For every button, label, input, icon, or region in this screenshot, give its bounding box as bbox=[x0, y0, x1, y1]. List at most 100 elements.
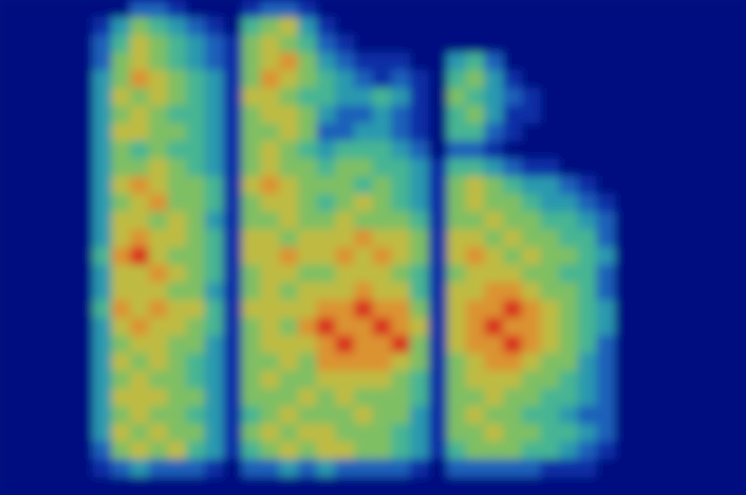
heatmap-cell bbox=[708, 300, 728, 319]
heatmap-cell bbox=[522, 123, 542, 142]
heatmap-cell bbox=[223, 70, 243, 89]
heatmap-cell bbox=[223, 265, 243, 284]
heatmap-cell bbox=[690, 159, 710, 178]
heatmap-cell bbox=[615, 176, 635, 195]
heatmap-cell bbox=[335, 0, 355, 18]
heatmap-cell bbox=[466, 106, 486, 125]
heatmap-cell bbox=[540, 424, 560, 443]
heatmap-cell bbox=[317, 194, 337, 213]
heatmap-cell bbox=[223, 371, 243, 390]
heatmap-cell bbox=[354, 371, 374, 390]
heatmap-cell bbox=[223, 17, 243, 36]
heatmap-cell bbox=[335, 123, 355, 142]
heatmap-cell bbox=[373, 353, 393, 372]
heatmap-cell bbox=[317, 159, 337, 178]
heatmap-cell bbox=[167, 88, 187, 107]
heatmap-cell bbox=[0, 477, 19, 495]
heatmap-cell bbox=[484, 459, 504, 478]
heatmap-cell bbox=[74, 176, 94, 195]
heatmap-cell bbox=[279, 53, 299, 72]
heatmap-cell bbox=[279, 194, 299, 213]
heatmap-cell bbox=[261, 70, 281, 89]
heatmap-cell bbox=[18, 424, 38, 443]
heatmap-cell bbox=[596, 194, 616, 213]
heatmap-cell bbox=[37, 247, 57, 266]
heatmap-cell bbox=[466, 141, 486, 160]
heatmap-cell bbox=[727, 17, 746, 36]
heatmap-cell bbox=[205, 459, 225, 478]
heatmap-cell bbox=[149, 335, 169, 354]
heatmap-cell bbox=[186, 318, 206, 337]
heatmap-cell bbox=[149, 229, 169, 248]
heatmap-cell bbox=[503, 212, 523, 231]
heatmap-cell bbox=[261, 88, 281, 107]
heatmap-cell bbox=[727, 318, 746, 337]
heatmap-cell bbox=[428, 406, 448, 425]
heatmap-cell bbox=[298, 35, 318, 54]
heatmap-cell bbox=[391, 70, 411, 89]
heatmap-cell bbox=[55, 35, 75, 54]
heatmap-cell bbox=[652, 141, 672, 160]
heatmap-cell bbox=[111, 318, 131, 337]
heatmap-cell bbox=[428, 17, 448, 36]
heatmap-cell bbox=[335, 265, 355, 284]
heatmap-cell bbox=[578, 106, 598, 125]
heatmap-cell bbox=[335, 353, 355, 372]
heatmap-cell bbox=[93, 229, 113, 248]
heatmap-cell bbox=[149, 265, 169, 284]
heatmap-cell bbox=[690, 265, 710, 284]
heatmap-cell bbox=[186, 300, 206, 319]
heatmap-cell bbox=[428, 212, 448, 231]
heatmap-cell bbox=[261, 229, 281, 248]
heatmap-cell bbox=[354, 35, 374, 54]
heatmap-cell bbox=[708, 159, 728, 178]
heatmap-cell bbox=[615, 353, 635, 372]
heatmap-cell bbox=[410, 53, 430, 72]
heatmap-cell bbox=[186, 371, 206, 390]
heatmap-cell bbox=[391, 335, 411, 354]
heatmap-cell bbox=[74, 141, 94, 160]
heatmap-cell bbox=[149, 318, 169, 337]
heatmap-cell bbox=[522, 318, 542, 337]
heatmap-cell bbox=[130, 247, 150, 266]
heatmap-cell bbox=[503, 282, 523, 301]
heatmap-cell bbox=[690, 406, 710, 425]
heatmap-cell bbox=[298, 265, 318, 284]
heatmap-cell bbox=[261, 371, 281, 390]
heatmap-cell bbox=[0, 335, 19, 354]
heatmap-cell bbox=[428, 176, 448, 195]
heatmap-cell bbox=[279, 88, 299, 107]
heatmap-cell bbox=[466, 388, 486, 407]
heatmap-cell bbox=[615, 141, 635, 160]
heatmap-cell bbox=[242, 265, 262, 284]
heatmap-cell bbox=[186, 123, 206, 142]
heatmap-cell bbox=[279, 371, 299, 390]
heatmap-cell bbox=[559, 35, 579, 54]
heatmap-cell bbox=[466, 88, 486, 107]
heatmap-cell bbox=[74, 88, 94, 107]
heatmap-cell bbox=[428, 371, 448, 390]
heatmap-cell bbox=[727, 212, 746, 231]
heatmap-cell bbox=[111, 70, 131, 89]
heatmap-cell bbox=[671, 70, 691, 89]
heatmap-cell bbox=[690, 353, 710, 372]
heatmap-cell bbox=[130, 300, 150, 319]
heatmap-cell bbox=[391, 35, 411, 54]
heatmap-cell bbox=[540, 477, 560, 495]
heatmap-cell bbox=[0, 388, 19, 407]
heatmap-cell bbox=[111, 459, 131, 478]
heatmap-cell bbox=[522, 441, 542, 460]
heatmap-cell bbox=[540, 159, 560, 178]
heatmap-cell bbox=[522, 35, 542, 54]
heatmap-cell bbox=[652, 17, 672, 36]
heatmap-cell bbox=[93, 247, 113, 266]
heatmap-cell bbox=[279, 247, 299, 266]
heatmap-cell bbox=[466, 406, 486, 425]
heatmap-cell bbox=[634, 477, 654, 495]
heatmap-cell bbox=[298, 53, 318, 72]
heatmap-cell bbox=[149, 477, 169, 495]
heatmap-cell bbox=[261, 141, 281, 160]
heatmap-cell bbox=[335, 176, 355, 195]
heatmap-cell bbox=[261, 0, 281, 18]
heatmap-cell bbox=[634, 265, 654, 284]
